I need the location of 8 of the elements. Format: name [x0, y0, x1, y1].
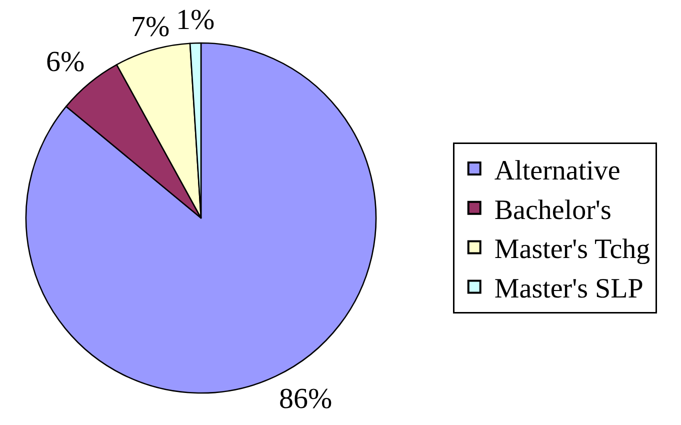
- data-label: 7%: [131, 11, 170, 43]
- legend-label: Master's SLP: [494, 274, 644, 305]
- legend-label: Alternative: [494, 155, 620, 186]
- data-label: 1%: [176, 4, 215, 36]
- data-label: 86%: [279, 383, 332, 415]
- data-label: 6%: [46, 46, 85, 78]
- legend-label: Master's Tchg: [494, 234, 650, 266]
- legend-label: Bachelor's: [494, 194, 612, 226]
